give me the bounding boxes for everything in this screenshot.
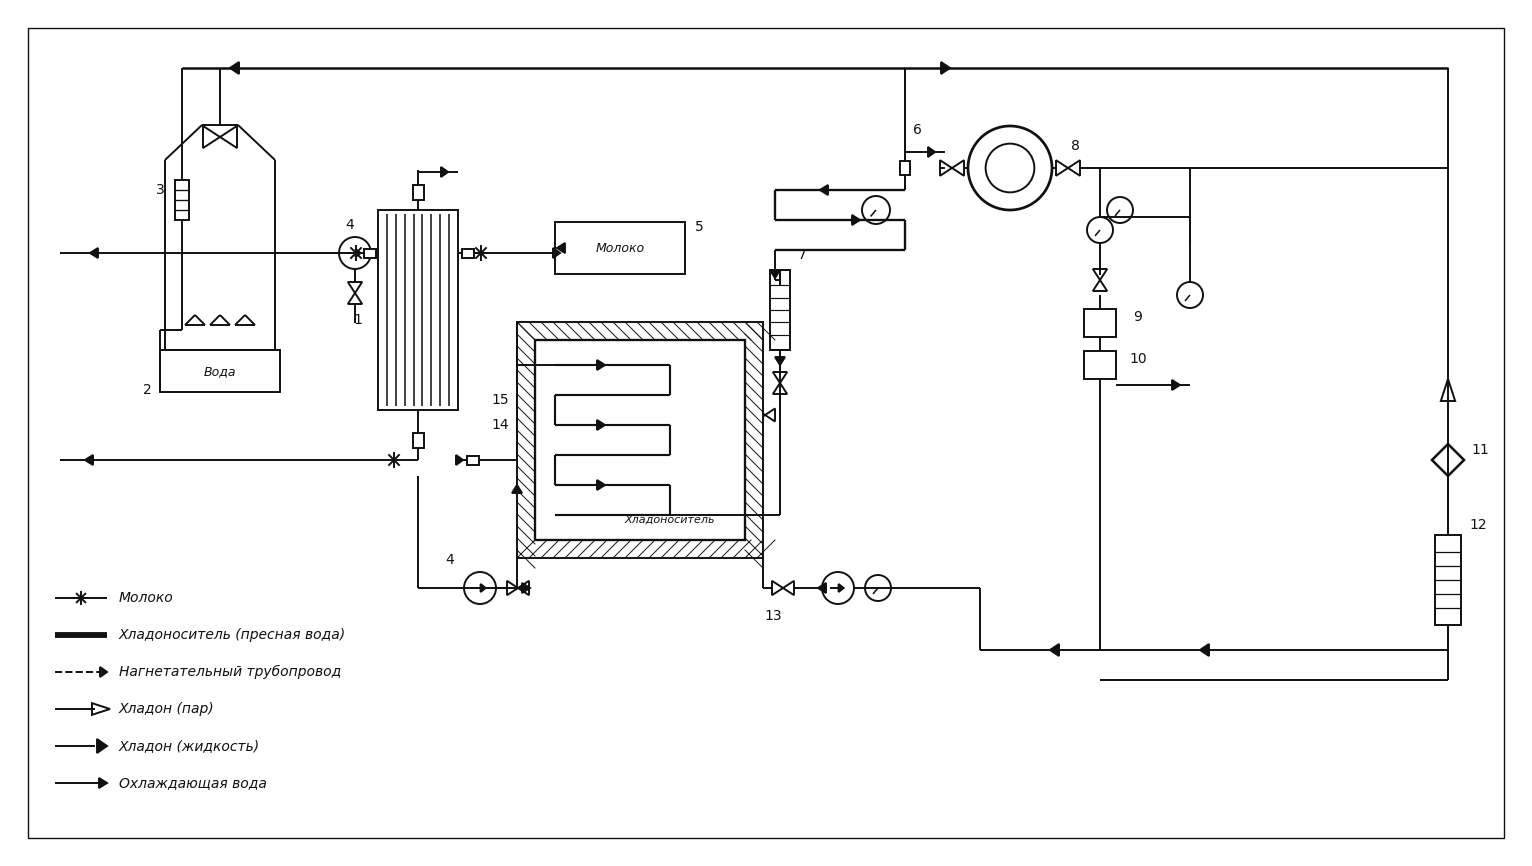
Text: 6: 6: [913, 123, 921, 137]
Text: 13: 13: [764, 609, 781, 623]
Polygon shape: [597, 480, 605, 490]
Text: 4: 4: [446, 553, 455, 567]
Polygon shape: [230, 62, 239, 74]
Bar: [535, 340, 745, 540]
Polygon shape: [838, 584, 844, 592]
Polygon shape: [97, 739, 107, 753]
Bar: [365, 249, 375, 257]
Text: 2: 2: [142, 383, 152, 397]
Text: 4: 4: [346, 218, 354, 232]
Text: Молоко: Молоко: [596, 242, 645, 255]
Text: Хладон (жидкость): Хладон (жидкость): [119, 739, 260, 753]
Bar: [412, 432, 423, 448]
Bar: [516, 322, 763, 558]
Text: Хладон (пар): Хладон (пар): [119, 702, 214, 716]
Bar: [771, 270, 791, 350]
Bar: [175, 180, 188, 220]
Polygon shape: [818, 583, 826, 593]
Polygon shape: [1049, 644, 1059, 656]
Polygon shape: [597, 360, 605, 370]
Text: 1: 1: [354, 313, 363, 327]
Text: 5: 5: [694, 220, 703, 234]
Bar: [899, 161, 910, 175]
Polygon shape: [852, 215, 859, 225]
Text: 15: 15: [492, 393, 509, 407]
Polygon shape: [441, 167, 447, 177]
Text: Хладоноситель (пресная вода): Хладоноситель (пресная вода): [119, 628, 346, 642]
Text: Вода: Вода: [204, 365, 236, 378]
Bar: [1435, 535, 1462, 625]
Text: 11: 11: [1471, 443, 1489, 457]
Text: Хладоноситель: Хладоноситель: [625, 515, 715, 525]
Polygon shape: [1172, 380, 1180, 390]
Text: Молоко: Молоко: [119, 591, 173, 605]
Polygon shape: [481, 584, 486, 592]
Bar: [1085, 309, 1115, 337]
Bar: [159, 350, 280, 392]
Polygon shape: [775, 357, 784, 365]
Bar: [1085, 351, 1115, 379]
Text: 10: 10: [1129, 352, 1147, 366]
Text: 8: 8: [1071, 139, 1080, 153]
Bar: [378, 210, 458, 410]
Polygon shape: [100, 778, 107, 788]
Polygon shape: [90, 248, 98, 258]
Polygon shape: [84, 455, 93, 465]
Text: Нагнетательный трубопровод: Нагнетательный трубопровод: [119, 665, 342, 679]
Polygon shape: [512, 485, 522, 493]
Polygon shape: [820, 185, 827, 195]
Bar: [467, 456, 480, 464]
Polygon shape: [457, 455, 463, 465]
Bar: [555, 222, 685, 274]
Polygon shape: [928, 147, 935, 157]
Bar: [412, 184, 423, 199]
Bar: [463, 249, 473, 257]
Text: 3: 3: [156, 183, 164, 197]
Text: 14: 14: [492, 418, 509, 432]
Text: 9: 9: [1134, 310, 1143, 324]
Polygon shape: [558, 243, 565, 253]
Text: 12: 12: [1469, 518, 1488, 532]
Text: Охлаждающая вода: Охлаждающая вода: [119, 776, 267, 790]
Polygon shape: [1200, 644, 1209, 656]
Polygon shape: [522, 583, 530, 593]
Polygon shape: [941, 62, 950, 74]
Polygon shape: [597, 420, 605, 430]
Polygon shape: [771, 270, 780, 278]
Polygon shape: [355, 249, 360, 257]
Polygon shape: [100, 667, 107, 677]
Text: 7: 7: [798, 248, 806, 262]
Polygon shape: [553, 248, 561, 258]
